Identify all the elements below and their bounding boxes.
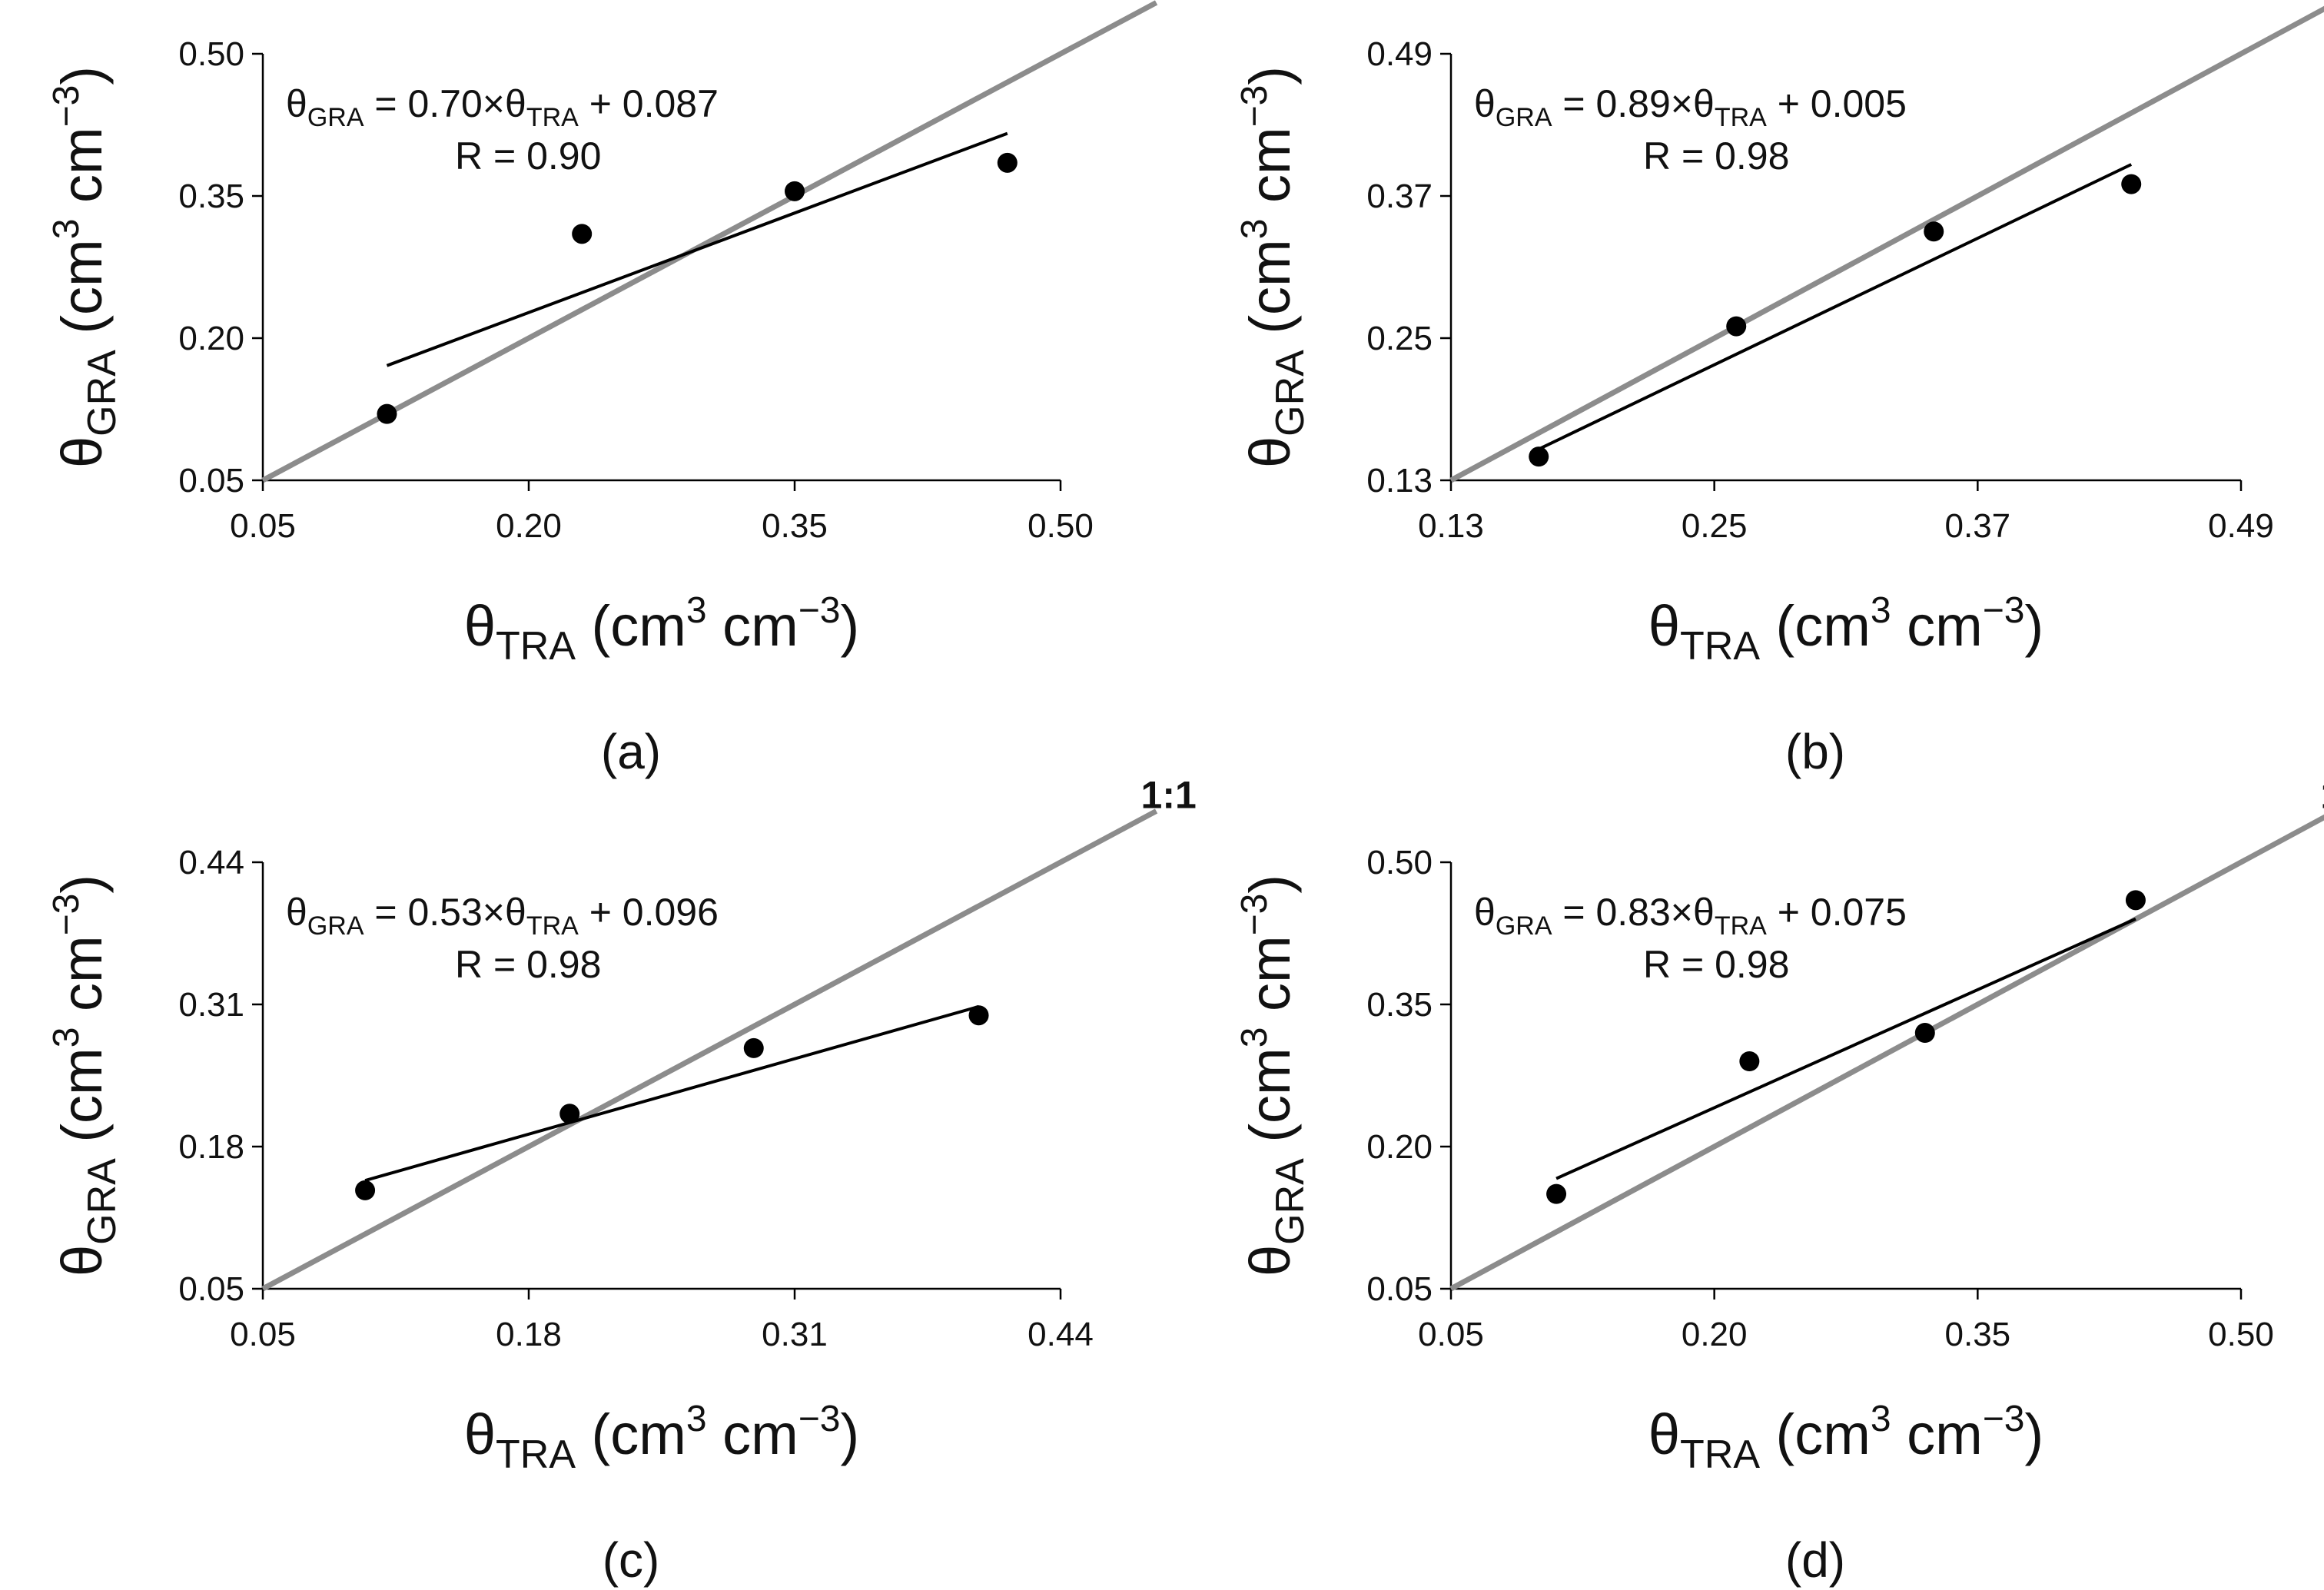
one-to-one-line [1449,814,2324,1292]
r-value-label: R = 0.90 [455,134,601,178]
chart-panel: 0.13 0.25 0.37 0.49 0.13 0.25 0.37 0.49 1:1 θGRA … [1234,0,2324,779]
panel-label: (b) [1785,724,1845,779]
x-tick-label: 0.44 [1028,1316,1094,1353]
chart-panel: 0.05 0.20 0.35 0.50 0.05 0.20 0.35 0.50 1:1 θGRA … [46,0,1197,779]
fit-line [386,131,1008,367]
fit-line [1538,163,2133,451]
x-tick-label: 0.49 [2208,507,2274,545]
fit-equation: θGRA = 0.83×θTRA + 0.075 [1474,891,1907,941]
x-tick-label: 0.18 [496,1316,562,1353]
y-tick-label: 0.05 [178,1270,244,1308]
y-axis-title: θGRA (cm3 cm−3) [46,875,124,1276]
data-point [1739,1051,1760,1071]
x-tick-label: 0.05 [230,507,296,545]
y-axis-title: θGRA (cm3 cm−3) [1234,66,1313,468]
x-axis-title: θTRA (cm3 cm−3) [464,590,859,669]
fit-line [364,1004,980,1183]
y-tick-label: 0.31 [178,986,244,1024]
y-tick-label: 0.25 [1366,320,1433,357]
data-point [1726,316,1747,337]
data-point [559,1104,580,1124]
y-tick-label: 0.50 [178,35,244,73]
y-tick-label: 0.37 [1366,178,1433,215]
one-to-one-line [261,0,1158,483]
x-tick-label: 0.50 [1028,507,1094,545]
data-point [572,224,593,244]
x-tick-label: 0.05 [1418,1316,1484,1353]
data-point [743,1037,764,1058]
chart-panel: 0.05 0.20 0.35 0.50 0.05 0.20 0.35 0.50 1:1 θGRA … [1234,773,2324,1588]
x-tick-label: 0.31 [762,1316,828,1353]
y-axis-title: θGRA (cm3 cm−3) [1234,875,1313,1276]
y-tick-label: 0.20 [178,320,244,357]
y-tick-label: 0.35 [178,178,244,215]
fit-equation: θGRA = 0.70×θTRA + 0.087 [286,82,719,132]
one-to-one-label: 1:1 [2320,0,2324,8]
one-to-one-line [1449,5,2324,483]
data-point [2125,890,2146,911]
y-tick-label: 0.50 [1366,844,1433,881]
chart-panel: 0.05 0.18 0.31 0.44 0.05 0.18 0.31 0.44 1:1 θGRA … [46,773,1197,1588]
x-axis-title: θTRA (cm3 cm−3) [1648,1399,2043,1477]
x-tick-label: 0.05 [230,1316,296,1353]
x-tick-label: 0.37 [1945,507,2011,545]
data-point [1914,1023,1935,1043]
fit-equation: θGRA = 0.89×θTRA + 0.005 [1474,82,1907,132]
data-point [355,1180,376,1200]
data-point [1546,1183,1567,1204]
y-tick-label: 0.35 [1366,986,1433,1024]
y-axis-title: θGRA (cm3 cm−3) [46,66,124,468]
panel-label: (d) [1785,1532,1845,1588]
fit-line [1555,917,2136,1180]
panel-label: (a) [601,724,661,779]
y-tick-label: 0.44 [178,844,244,881]
one-to-one-label: 1:1 [1141,0,1197,8]
data-point [997,152,1018,173]
y-tick-label: 0.20 [1366,1128,1433,1166]
x-axis-title: θTRA (cm3 cm−3) [464,1399,859,1477]
x-tick-label: 0.25 [1682,507,1748,545]
y-tick-label: 0.13 [1366,462,1433,500]
x-tick-label: 0.20 [496,507,562,545]
panel-label: (c) [603,1532,660,1588]
data-point [968,1005,989,1026]
data-point [1529,446,1549,467]
y-tick-label: 0.05 [1366,1270,1433,1308]
x-axis-title: θTRA (cm3 cm−3) [1648,590,2043,669]
one-to-one-line [261,808,1158,1292]
one-to-one-label: 1:1 [2320,773,2324,816]
one-to-one-label: 1:1 [1141,773,1197,816]
y-tick-label: 0.05 [178,462,244,500]
data-point [377,403,397,424]
data-point [2121,174,2142,194]
x-tick-label: 0.35 [762,507,828,545]
x-tick-label: 0.35 [1945,1316,2011,1353]
y-tick-label: 0.18 [178,1128,244,1166]
data-point [785,181,805,201]
x-tick-label: 0.50 [2208,1316,2274,1353]
y-tick-label: 0.49 [1366,35,1433,73]
r-value-label: R = 0.98 [1643,134,1789,178]
fit-equation: θGRA = 0.53×θTRA + 0.096 [286,891,719,941]
data-point [1924,221,1944,242]
x-tick-label: 0.13 [1418,507,1484,545]
r-value-label: R = 0.98 [1643,943,1789,986]
x-tick-label: 0.20 [1682,1316,1748,1353]
r-value-label: R = 0.98 [455,943,601,986]
